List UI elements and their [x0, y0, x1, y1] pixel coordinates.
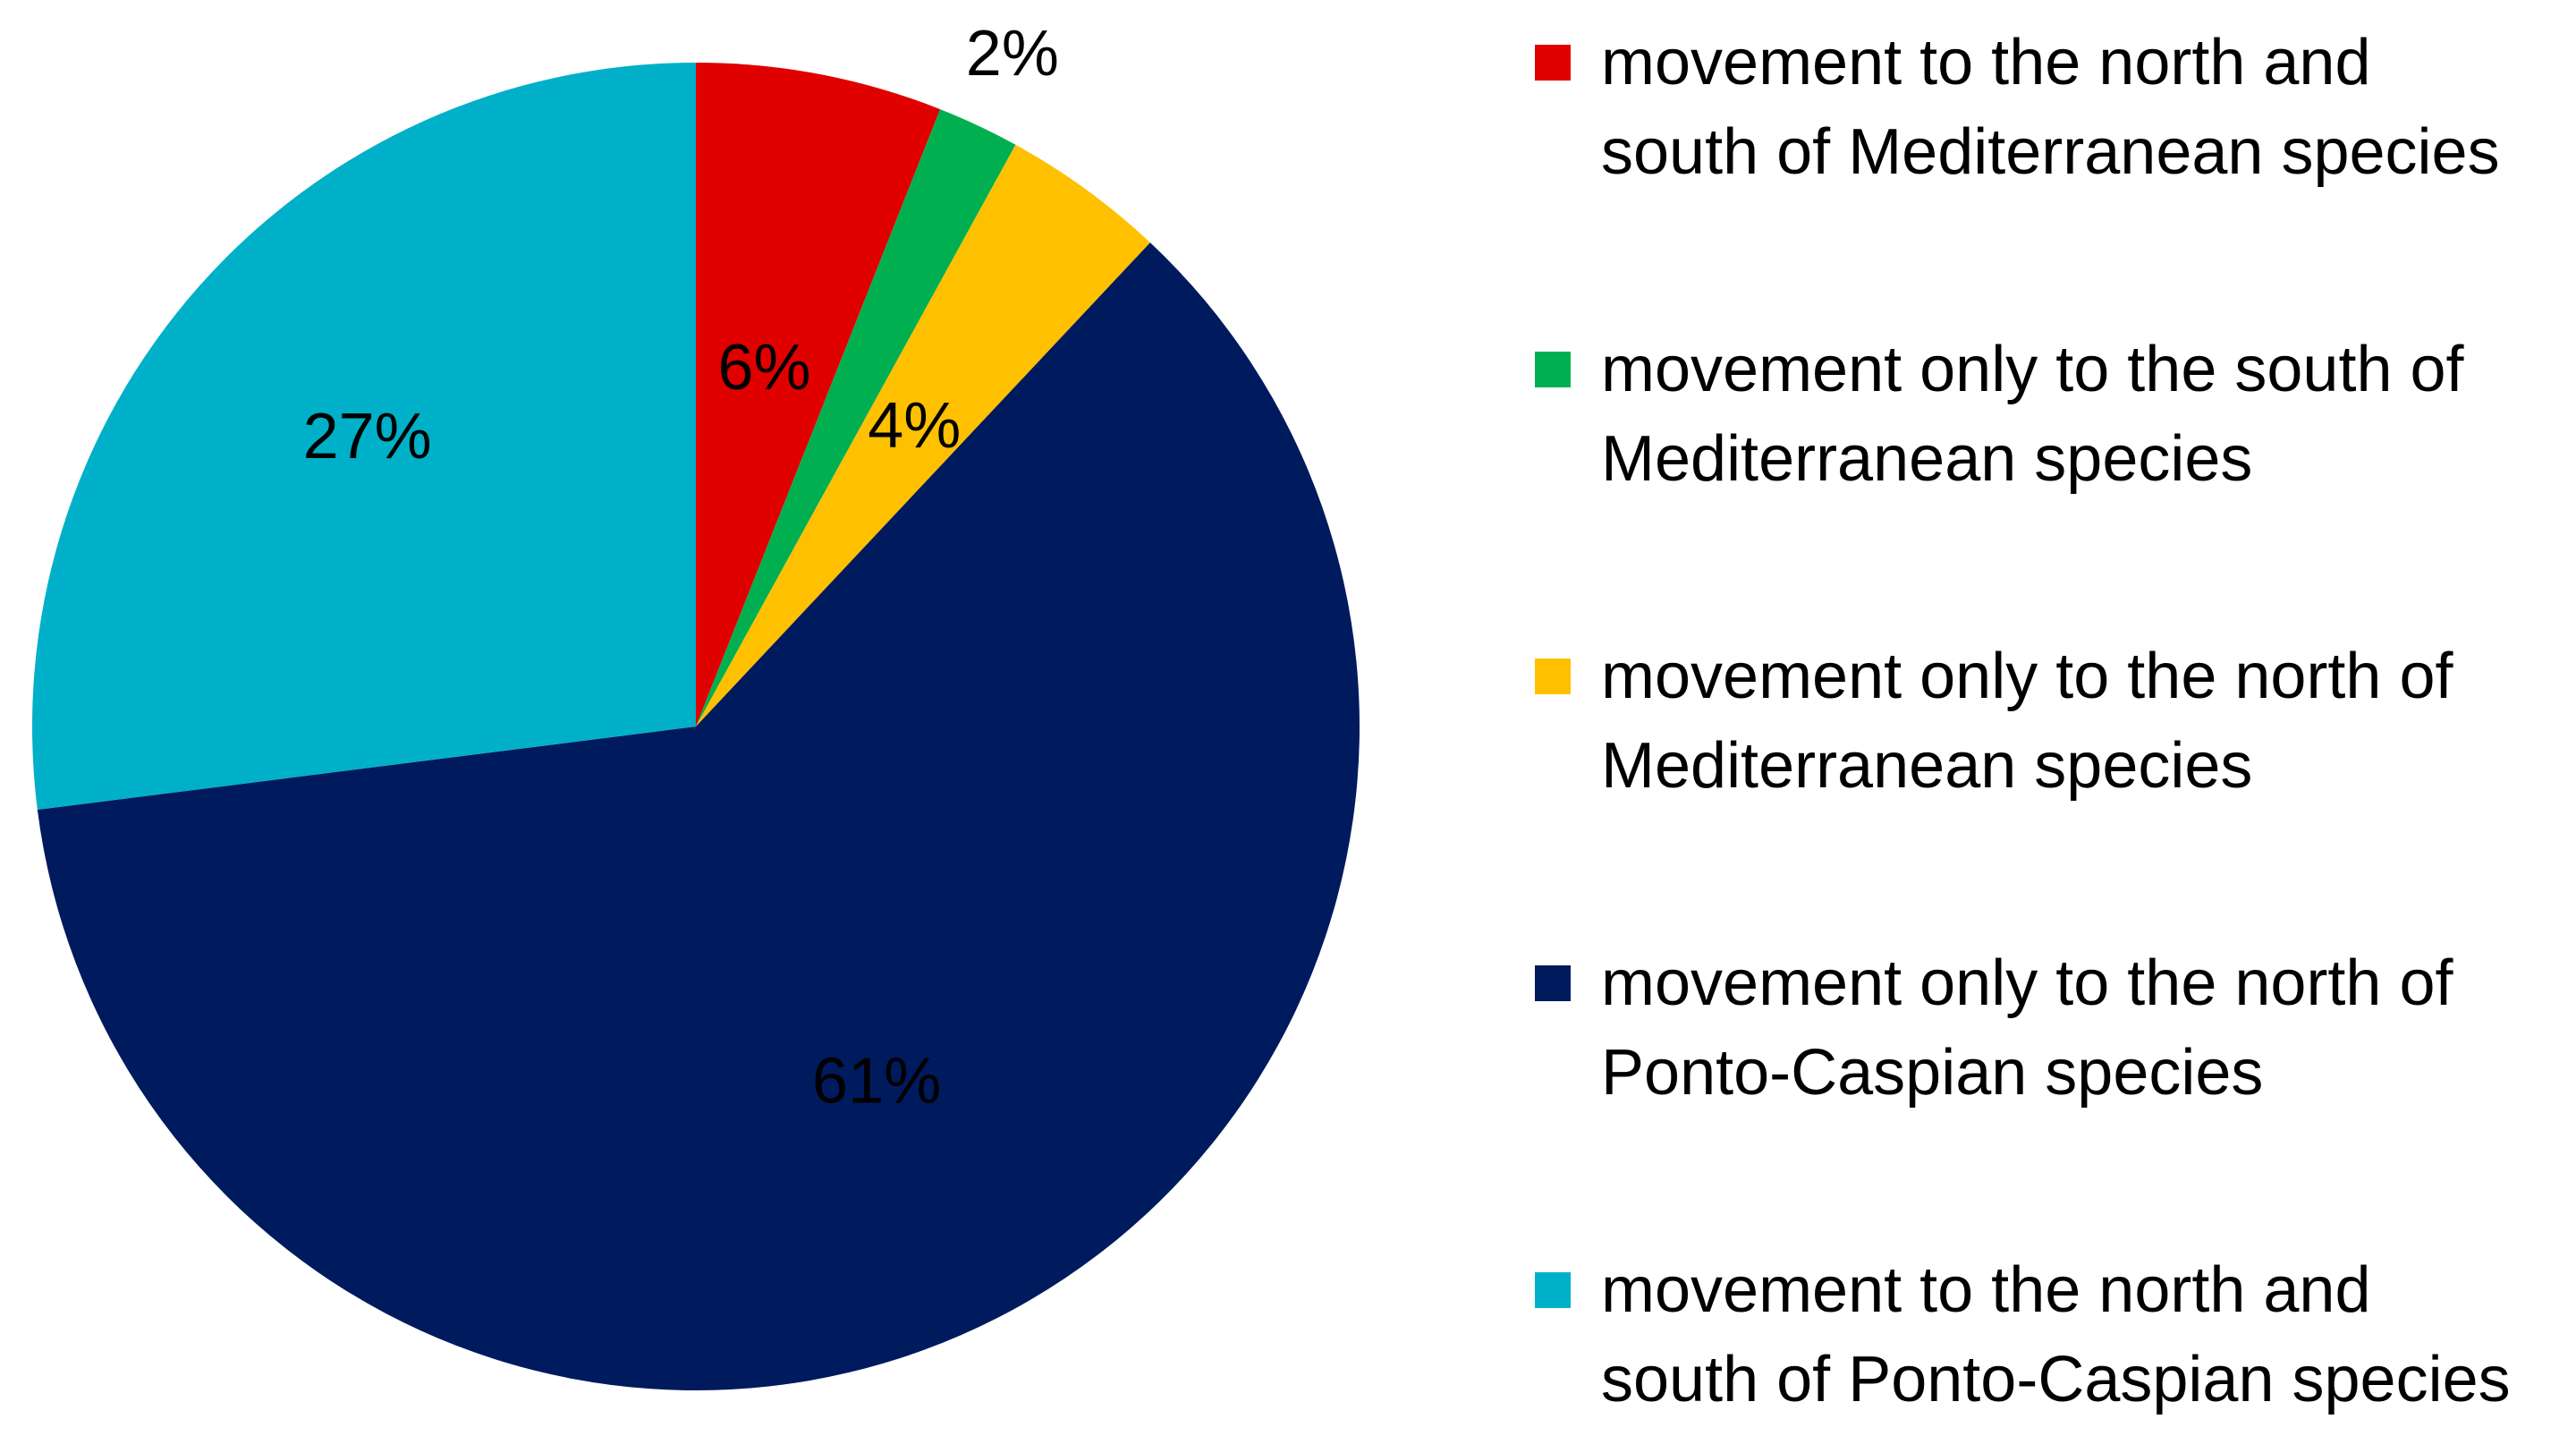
legend-swatch-3: [1535, 659, 1571, 694]
legend-swatch-4: [1535, 965, 1571, 1001]
legend: movement to the north and south of Medite…: [1535, 27, 2511, 1415]
legend-label-1-line-1: movement to the north and: [1601, 27, 2371, 98]
legend-label-2-line-1: movement only to the south of: [1601, 334, 2465, 405]
pie-slice-4: [37, 242, 1360, 1391]
pie-slices: [31, 63, 1360, 1391]
data-label-4: 61%: [812, 1046, 941, 1117]
legend-label-2-line-2: Mediterranean species: [1601, 423, 2252, 495]
pie-slice-1: [696, 63, 941, 726]
pie-slice-5: [31, 63, 696, 810]
data-label-3: 4%: [868, 390, 961, 462]
legend-swatch-2: [1535, 352, 1571, 387]
pie-slice-3: [696, 144, 1150, 726]
legend-label-5-line-1: movement to the north and: [1601, 1254, 2371, 1326]
legend-swatch-1: [1535, 45, 1571, 81]
legend-label-1-line-2: south of Mediterranean species: [1601, 116, 2500, 188]
legend-label-3-line-2: Mediterranean species: [1601, 730, 2252, 802]
data-label-5: 27%: [303, 401, 432, 472]
legend-label-3-line-1: movement only to the north of: [1601, 641, 2454, 712]
legend-label-4-line-2: Ponto-Caspian species: [1601, 1037, 2263, 1109]
pie-slice-2: [696, 109, 1016, 727]
legend-label-5-line-2: south of Ponto-Caspian species: [1601, 1344, 2511, 1415]
pie-data-labels: 6% 2% 4% 61% 27%: [303, 18, 1059, 1117]
legend-swatch-5: [1535, 1272, 1571, 1308]
legend-label-4-line-1: movement only to the north of: [1601, 947, 2454, 1019]
data-label-2: 2%: [966, 18, 1059, 89]
data-label-1: 6%: [717, 332, 810, 404]
